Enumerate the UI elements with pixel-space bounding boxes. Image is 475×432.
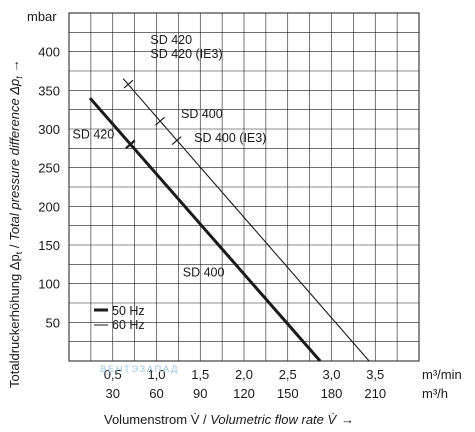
y-tick-label: 200 <box>38 199 60 214</box>
x-tick-label-h: 150 <box>277 386 299 401</box>
x-tick-label-min: 3,0 <box>322 367 340 382</box>
curve-annotation: SD 420 (IE3) <box>150 47 222 61</box>
series-line-50hz <box>88 97 322 362</box>
curve-annotation: SD 400 <box>181 107 223 121</box>
curve-marker <box>125 139 136 150</box>
x-tick-label-min: 2,0 <box>235 367 253 382</box>
y-tick-label: 100 <box>38 277 60 292</box>
y-axis-title-de: Totaldruckerhöhung Δp <box>7 254 22 388</box>
x-tick-label-h: 90 <box>193 386 207 401</box>
y-tick-label: 300 <box>38 122 60 137</box>
legend-label-60hz: 60 Hz <box>112 318 145 332</box>
x-tick-label-h: 60 <box>149 386 163 401</box>
y-axis-title-en: Total pressure difference Δp <box>7 79 22 241</box>
series-line-60hz <box>122 78 370 362</box>
y-tick-label: 150 <box>38 238 60 253</box>
x-tick-labels-h: 30 60 90 120 150 180 210 <box>106 386 387 401</box>
x-axis-title-arrow: → <box>341 412 354 427</box>
x-axis-title-de: Volumenstrom V̇ / <box>104 412 210 427</box>
x-tick-label-min: 0,5 <box>104 367 122 382</box>
plot-frame <box>68 12 420 362</box>
y-axis-title-sep: / <box>7 241 22 252</box>
curve-marker <box>123 79 134 89</box>
series-group <box>88 78 370 362</box>
curve-marker <box>155 116 165 126</box>
y-tick-label: 50 <box>46 315 60 330</box>
y-tick-label: 350 <box>38 83 60 98</box>
x-tick-label-h: 180 <box>321 386 343 401</box>
y-axis-title-sub-de: t <box>14 251 24 254</box>
x-tick-label-min: 1,5 <box>191 367 209 382</box>
x-tick-label-h: 30 <box>106 386 120 401</box>
grid <box>69 13 419 361</box>
y-unit-label: mbar <box>27 9 57 24</box>
y-tick-labels: 50 100 150 200 250 300 350 400 <box>38 45 60 331</box>
x-tick-label-h: 210 <box>364 386 386 401</box>
x-axis-title-en: Volumetric flow rate V̇ <box>210 412 337 427</box>
x-unit-h-label: m³/h <box>422 386 448 401</box>
x-tick-label-min: 1,0 <box>147 367 165 382</box>
y-tick-label: 250 <box>38 161 60 176</box>
x-tick-label-min: 2,5 <box>279 367 297 382</box>
legend: 50 Hz 60 Hz <box>94 304 145 332</box>
x-tick-label-min: 3,5 <box>366 367 384 382</box>
legend-label-50hz: 50 Hz <box>112 304 145 318</box>
y-axis-title: Totaldruckerhöhung Δpt / Total pressure … <box>7 59 24 388</box>
curve-annotation: SD 420 <box>150 33 192 47</box>
curve-annotation: SD 400 (IE3) <box>194 131 266 145</box>
curve-annotation: SD 420 <box>73 127 115 141</box>
x-tick-label-h: 120 <box>233 386 255 401</box>
x-axis-title: Volumenstrom V̇ / Volumetric flow rate V… <box>104 412 354 427</box>
y-axis-title-sub-en: t <box>14 76 24 79</box>
curve-marker <box>171 136 182 145</box>
curve-annotation: SD 400 <box>183 266 225 280</box>
watermark: ВЕНТЭЗАПАД <box>100 364 179 375</box>
marker-group <box>123 79 182 150</box>
y-tick-label: 400 <box>38 45 60 60</box>
y-axis-title-arrow: → <box>7 59 22 72</box>
x-tick-labels-min: 0,5 1,0 1,5 2,0 2,5 3,0 3,5 <box>104 367 385 382</box>
x-unit-min-label: m³/min <box>422 367 462 382</box>
